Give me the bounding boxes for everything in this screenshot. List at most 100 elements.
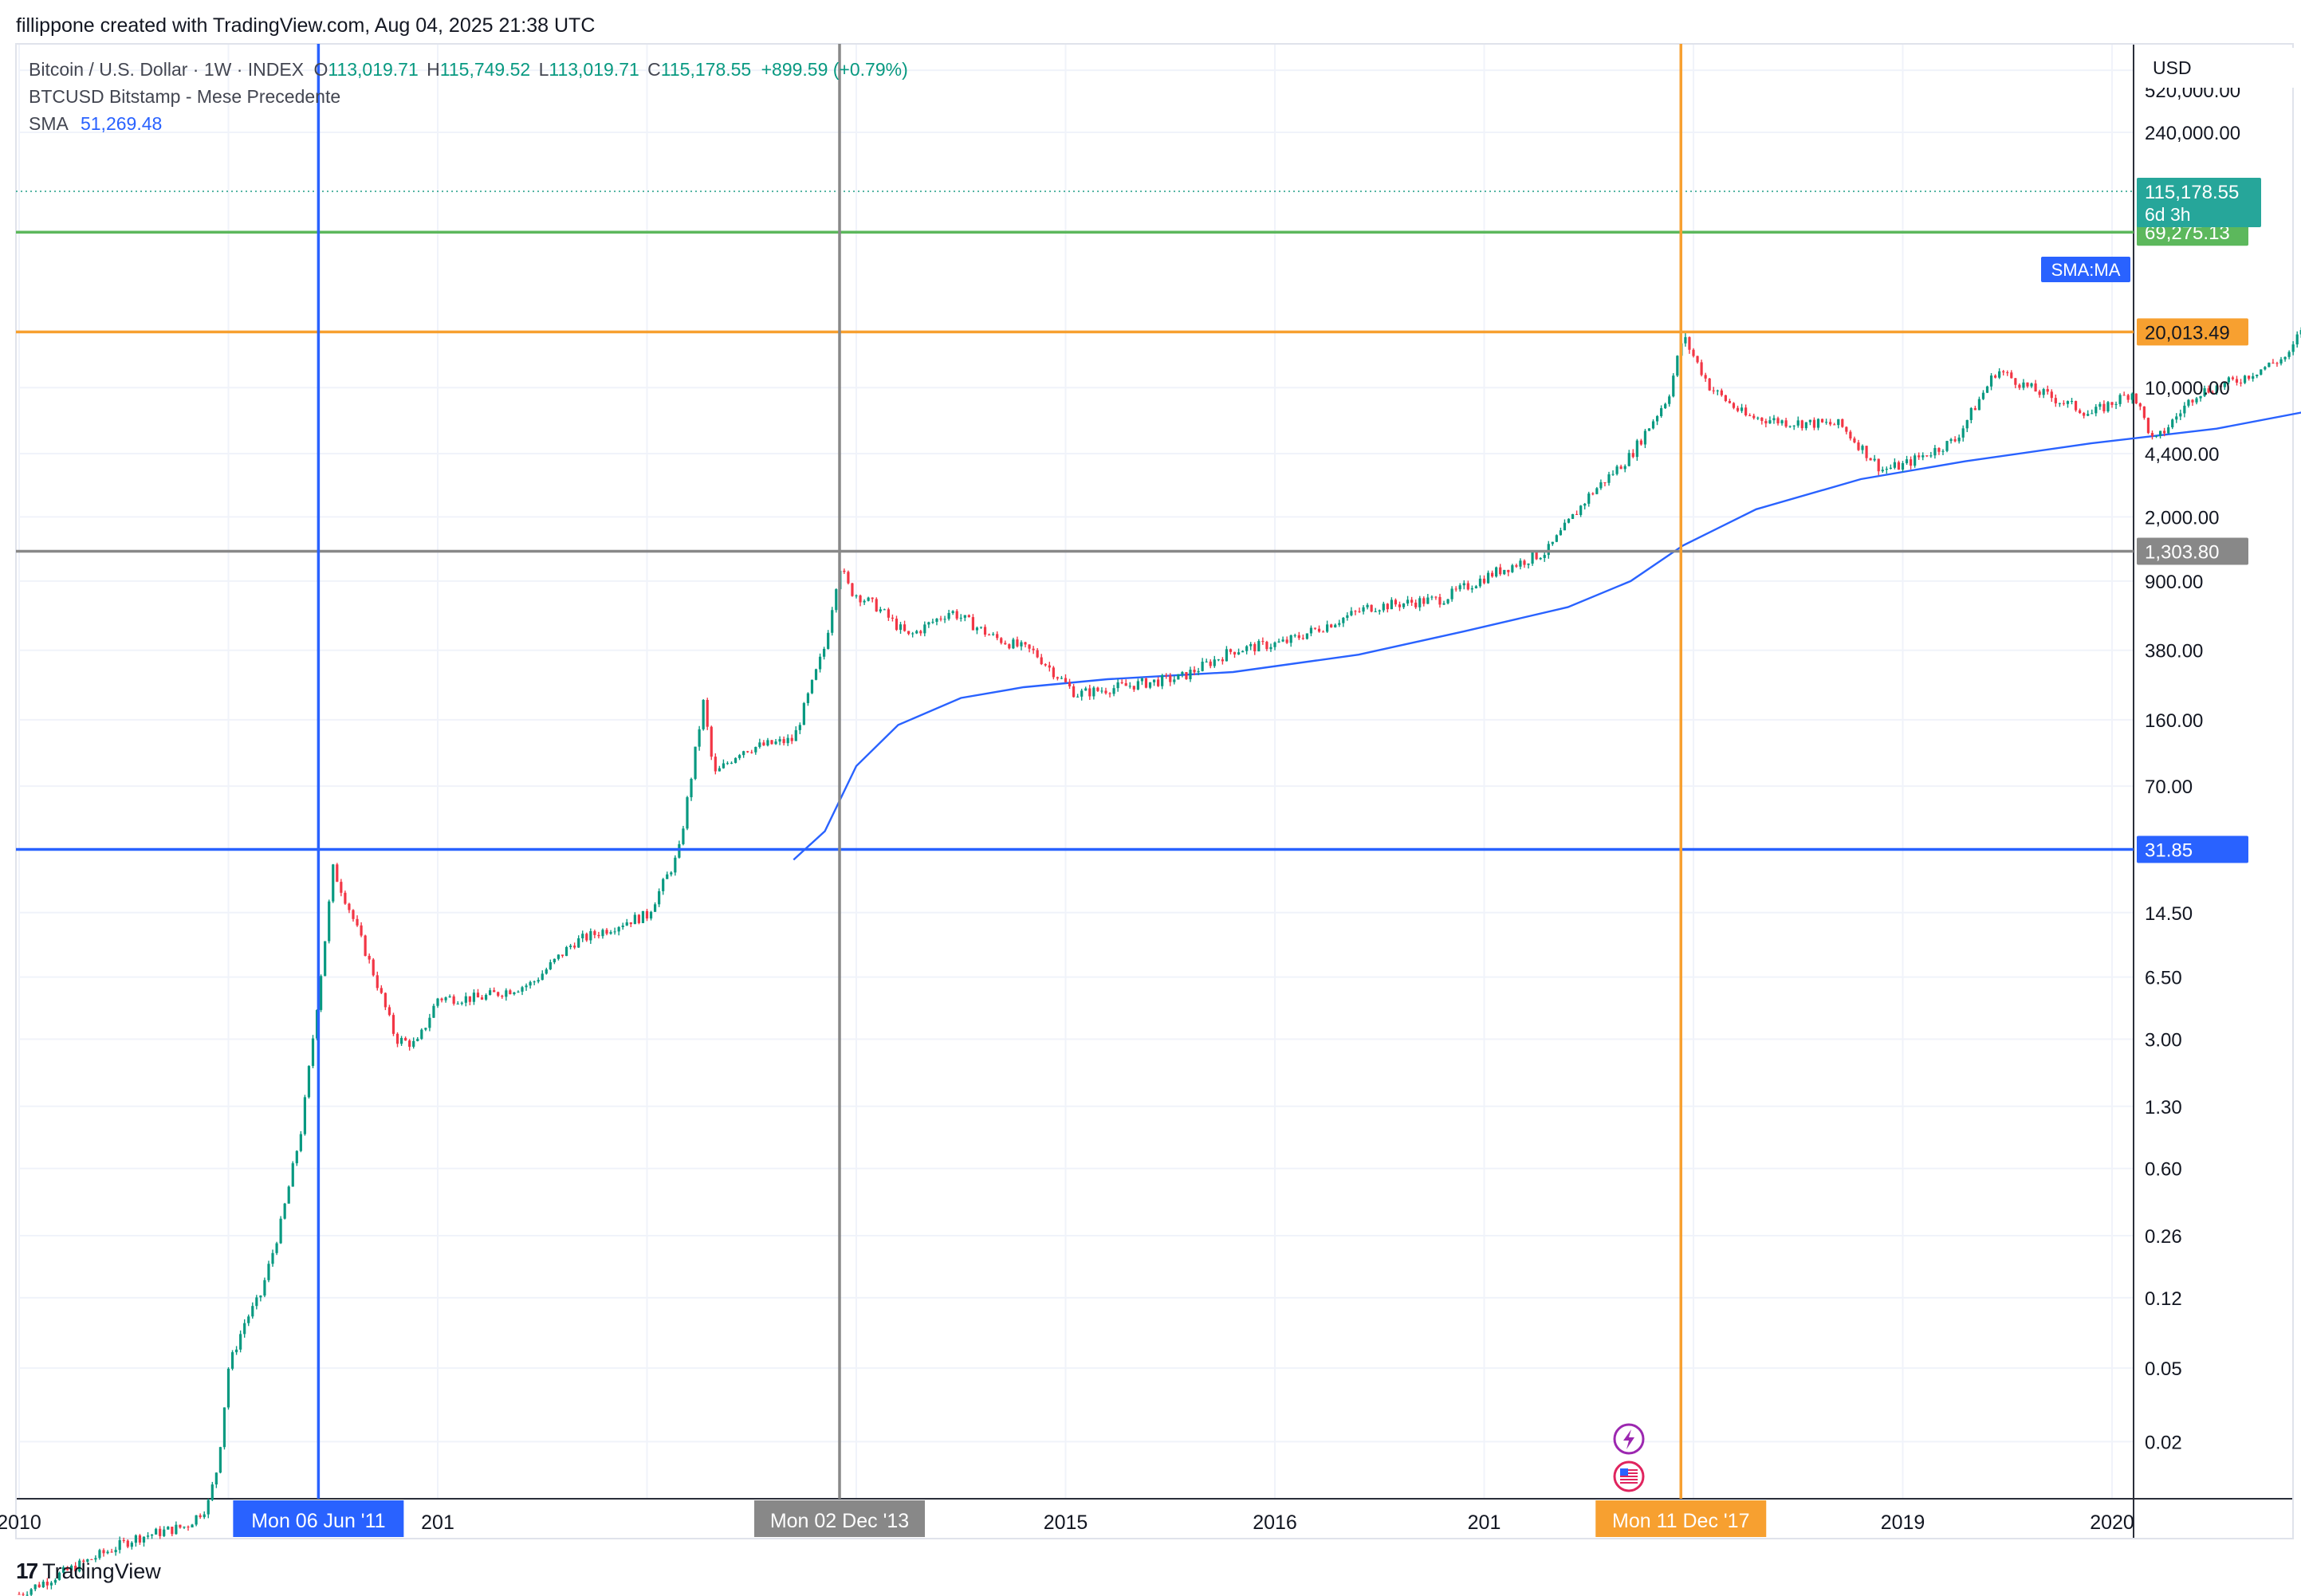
candle-body [734,757,738,763]
candle-body [1760,417,1764,422]
candle-body [564,947,568,957]
candle-body [206,1500,210,1515]
candle-body [658,890,661,905]
candle-body [887,609,890,618]
currency-label-bg [2137,48,2296,88]
candle-body [1358,611,1361,612]
candle-body [1193,670,1196,673]
candle-body [2171,419,2174,428]
candle-body [1768,420,1772,424]
y-tick-label: 0.26 [2145,1226,2182,1248]
candle-body [883,609,886,611]
candle-body [1261,641,1265,643]
candle-body [163,1529,166,1536]
vertical-line-date-tag[interactable]: Mon 06 Jun '11 [233,1500,404,1537]
candle-body [130,1543,133,1547]
candle-body [686,797,689,829]
candle-body [1796,420,1800,426]
candle-body [1945,441,1949,451]
candle-body [1124,682,1127,686]
candle-body [1619,466,1622,470]
candle-body [1647,428,1651,431]
candle-body [1804,422,1807,429]
sma-indicator-tag[interactable]: SMA:MA [2041,257,2130,282]
candle-body [191,1524,194,1527]
candle-body [1257,641,1261,652]
candle-body [344,892,347,904]
candle-body [432,1005,435,1018]
candle-body [61,1567,65,1573]
y-tick-label: 4,400.00 [2145,444,2219,466]
candle-body [122,1539,125,1541]
candle-body [2275,363,2279,364]
candle-body [931,621,934,623]
candle-body [1865,446,1868,458]
candle-body [1297,635,1300,639]
candle-body [798,725,801,730]
candle-body [1394,599,1398,605]
legend-symbol[interactable]: Bitcoin / U.S. Dollar · 1W · INDEX [29,59,305,80]
vertical-line-date-tag[interactable]: Mon 02 Dec '13 [754,1500,925,1537]
tradingview-branding[interactable]: 17 TradingView [16,1559,161,1584]
candle-body [1165,674,1168,676]
candle-body [1744,407,1748,415]
currency-selector[interactable]: USD [2153,57,2192,78]
candle-body [1841,419,1844,427]
candle-body [2066,401,2070,404]
lightning-event-icon[interactable] [1613,1423,1645,1455]
price-level-tag[interactable]: 1,303.80 [2137,537,2248,565]
candle-body [1241,651,1245,653]
candle-body [1639,440,1642,445]
candle-body [662,879,665,891]
candle-body [1824,422,1828,423]
candle-body [1020,642,1023,647]
price-level-tag[interactable]: 20,013.49 [2137,318,2248,346]
candle-body [1748,415,1752,416]
candle-body [1664,403,1667,409]
candle-body [597,934,600,937]
candle-body [1032,648,1035,651]
candle-body [2243,375,2247,383]
candle-body [911,633,914,635]
price-level-tag[interactable]: 31.85 [2137,835,2248,863]
candle-body [1144,678,1148,688]
candle-body [476,993,480,998]
candle-body [738,755,741,758]
candle-body [601,930,604,937]
candle-body [1269,647,1272,650]
price-tag-background [2137,835,2248,863]
legend-change: +899.59 (+0.79%) [761,59,908,80]
candle-body [1595,488,1599,494]
candle-body [1120,682,1123,683]
candle-body [1957,437,1961,442]
legend-indicator[interactable]: BTCUSD Bitstamp - Mese Precedente [29,86,341,107]
candle-body [1004,643,1007,645]
legend-high-label: H [427,59,440,80]
candle-body [1112,688,1115,694]
legend-ohlc[interactable]: Bitcoin / U.S. Dollar · 1W · INDEX O113,… [29,59,908,81]
candle-body [2130,393,2134,400]
candle-body [275,1243,278,1253]
x-tick-label: 201 [421,1511,454,1534]
candle-body [2291,344,2295,352]
candle-body [501,996,504,997]
candle-body [702,700,705,729]
us-flag-event-icon[interactable] [1613,1460,1645,1492]
candle-body [279,1218,282,1244]
candle-body [1450,588,1453,599]
candle-body [1688,336,1691,350]
candle-body [1668,396,1671,404]
candle-body [2215,385,2218,394]
vertical-line-date-tag[interactable]: Mon 11 Dec '17 [1595,1500,1767,1537]
legend-sma[interactable]: SMA 51,269.48 [29,113,162,135]
candle-body [114,1550,117,1553]
candle-body [218,1447,222,1473]
candle-body [871,597,874,599]
candle-body [1474,586,1478,588]
y-tick-label: 0.12 [2145,1288,2182,1310]
candle-body [1816,419,1820,428]
candle-body [395,1033,399,1044]
legend-sma-label: SMA [29,113,68,134]
